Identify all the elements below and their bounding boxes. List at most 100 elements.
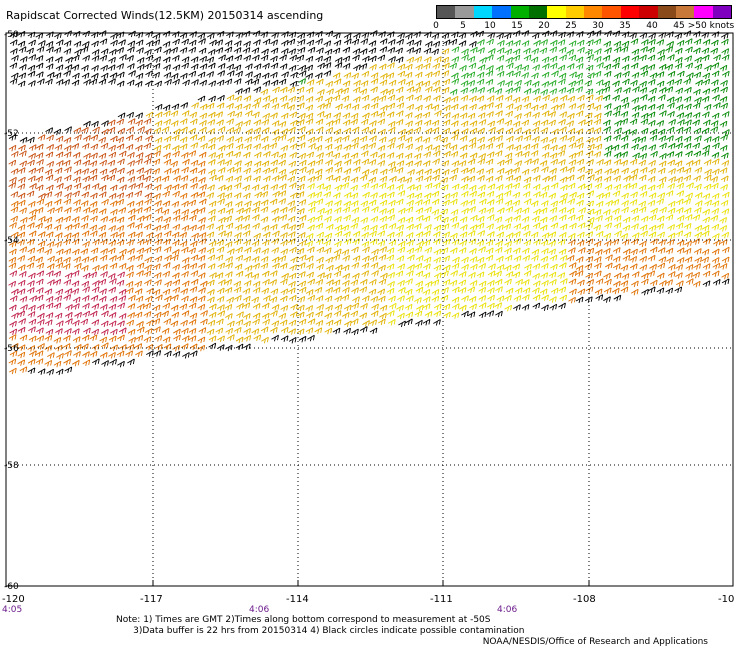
wind-barb (315, 30, 323, 38)
wind-barb (243, 320, 251, 328)
legend-swatch (547, 6, 566, 18)
wind-barb (649, 87, 657, 95)
wind-barb (488, 126, 496, 134)
wind-barb (170, 320, 179, 328)
wind-barb (720, 134, 728, 141)
wind-barb (233, 280, 242, 288)
wind-barb (414, 56, 423, 63)
wind-barb (35, 294, 44, 302)
wind-barb (216, 119, 224, 126)
wind-barb (694, 166, 703, 174)
wind-barb (108, 216, 117, 223)
wind-barb (269, 142, 278, 149)
wind-barb (505, 40, 514, 47)
wind-barb (423, 192, 432, 200)
wind-barb (711, 39, 719, 47)
wind-barb (676, 215, 685, 222)
wind-barb (27, 247, 36, 255)
wind-barb (666, 126, 675, 134)
wind-barb (451, 72, 459, 80)
wind-barb (692, 119, 700, 126)
wind-barb (288, 319, 297, 327)
wind-barb (245, 71, 253, 78)
wind-barb (424, 246, 433, 254)
wind-barb (207, 111, 216, 119)
wind-barb (136, 215, 145, 222)
wind-barb (639, 152, 648, 160)
wind-barb (541, 30, 550, 38)
wind-barb (432, 182, 441, 189)
wind-barb (531, 215, 540, 223)
wind-barb (379, 304, 388, 312)
wind-barb (458, 160, 467, 167)
wind-barb (397, 78, 406, 86)
wind-barb (603, 272, 611, 280)
wind-barb (460, 128, 469, 135)
wind-barb (684, 55, 693, 62)
wind-barb (73, 350, 81, 358)
wind-barb (497, 80, 505, 87)
wind-barb (35, 152, 44, 159)
wind-barb (560, 192, 568, 200)
wind-barb (397, 263, 406, 270)
wind-barb (343, 214, 351, 222)
wind-barb (271, 151, 279, 159)
wind-barb (539, 191, 548, 199)
wind-barb (415, 231, 424, 238)
wind-barb (36, 46, 45, 53)
wind-barb (209, 39, 217, 47)
wind-barb (433, 86, 441, 94)
wind-barb (512, 120, 521, 128)
wind-barb (450, 167, 459, 175)
wind-barb (323, 184, 332, 192)
wind-barb (179, 183, 188, 190)
wind-barb (532, 111, 540, 119)
wind-barb (81, 343, 89, 350)
wind-barb (451, 286, 460, 294)
wind-barb (262, 278, 270, 286)
wind-barb (359, 278, 368, 286)
wind-barb (27, 280, 35, 287)
wind-barb (29, 295, 37, 302)
wind-barb (233, 64, 242, 71)
wind-barb (333, 207, 342, 214)
wind-barb (433, 319, 441, 326)
wind-barb (487, 183, 496, 191)
wind-barb (224, 313, 233, 320)
wind-barb (28, 144, 37, 151)
wind-barb (567, 112, 575, 120)
wind-barb (359, 63, 368, 70)
wind-barb (27, 70, 36, 78)
wind-barb (136, 47, 144, 54)
wind-barb (261, 48, 269, 56)
wind-barb (35, 358, 44, 365)
wind-barb (614, 87, 622, 94)
wind-barb (28, 39, 36, 47)
wind-barb (469, 152, 478, 160)
wind-barb (280, 305, 289, 312)
wind-barb (460, 87, 469, 94)
wind-barb (10, 168, 19, 175)
wind-barb (270, 47, 279, 55)
wind-barb (675, 142, 683, 150)
wind-barb (638, 104, 647, 111)
legend-swatch (584, 6, 603, 18)
wind-barb (261, 270, 270, 278)
wind-barb (126, 111, 134, 119)
wind-barb (458, 271, 467, 278)
wind-barb (522, 150, 530, 158)
wind-barb (243, 40, 251, 48)
wind-barb (45, 127, 54, 134)
wind-barb (521, 216, 530, 223)
wind-barb (711, 233, 720, 240)
wind-barb (379, 38, 388, 45)
wind-barb (377, 152, 386, 160)
legend-tick-label: 20 (538, 21, 550, 31)
wind-barb (10, 343, 19, 350)
wind-barb (414, 262, 423, 270)
wind-barb (314, 144, 323, 152)
wind-barb (623, 175, 631, 182)
wind-barb (118, 288, 127, 296)
wind-barb (226, 126, 235, 134)
wind-barb (361, 206, 370, 213)
